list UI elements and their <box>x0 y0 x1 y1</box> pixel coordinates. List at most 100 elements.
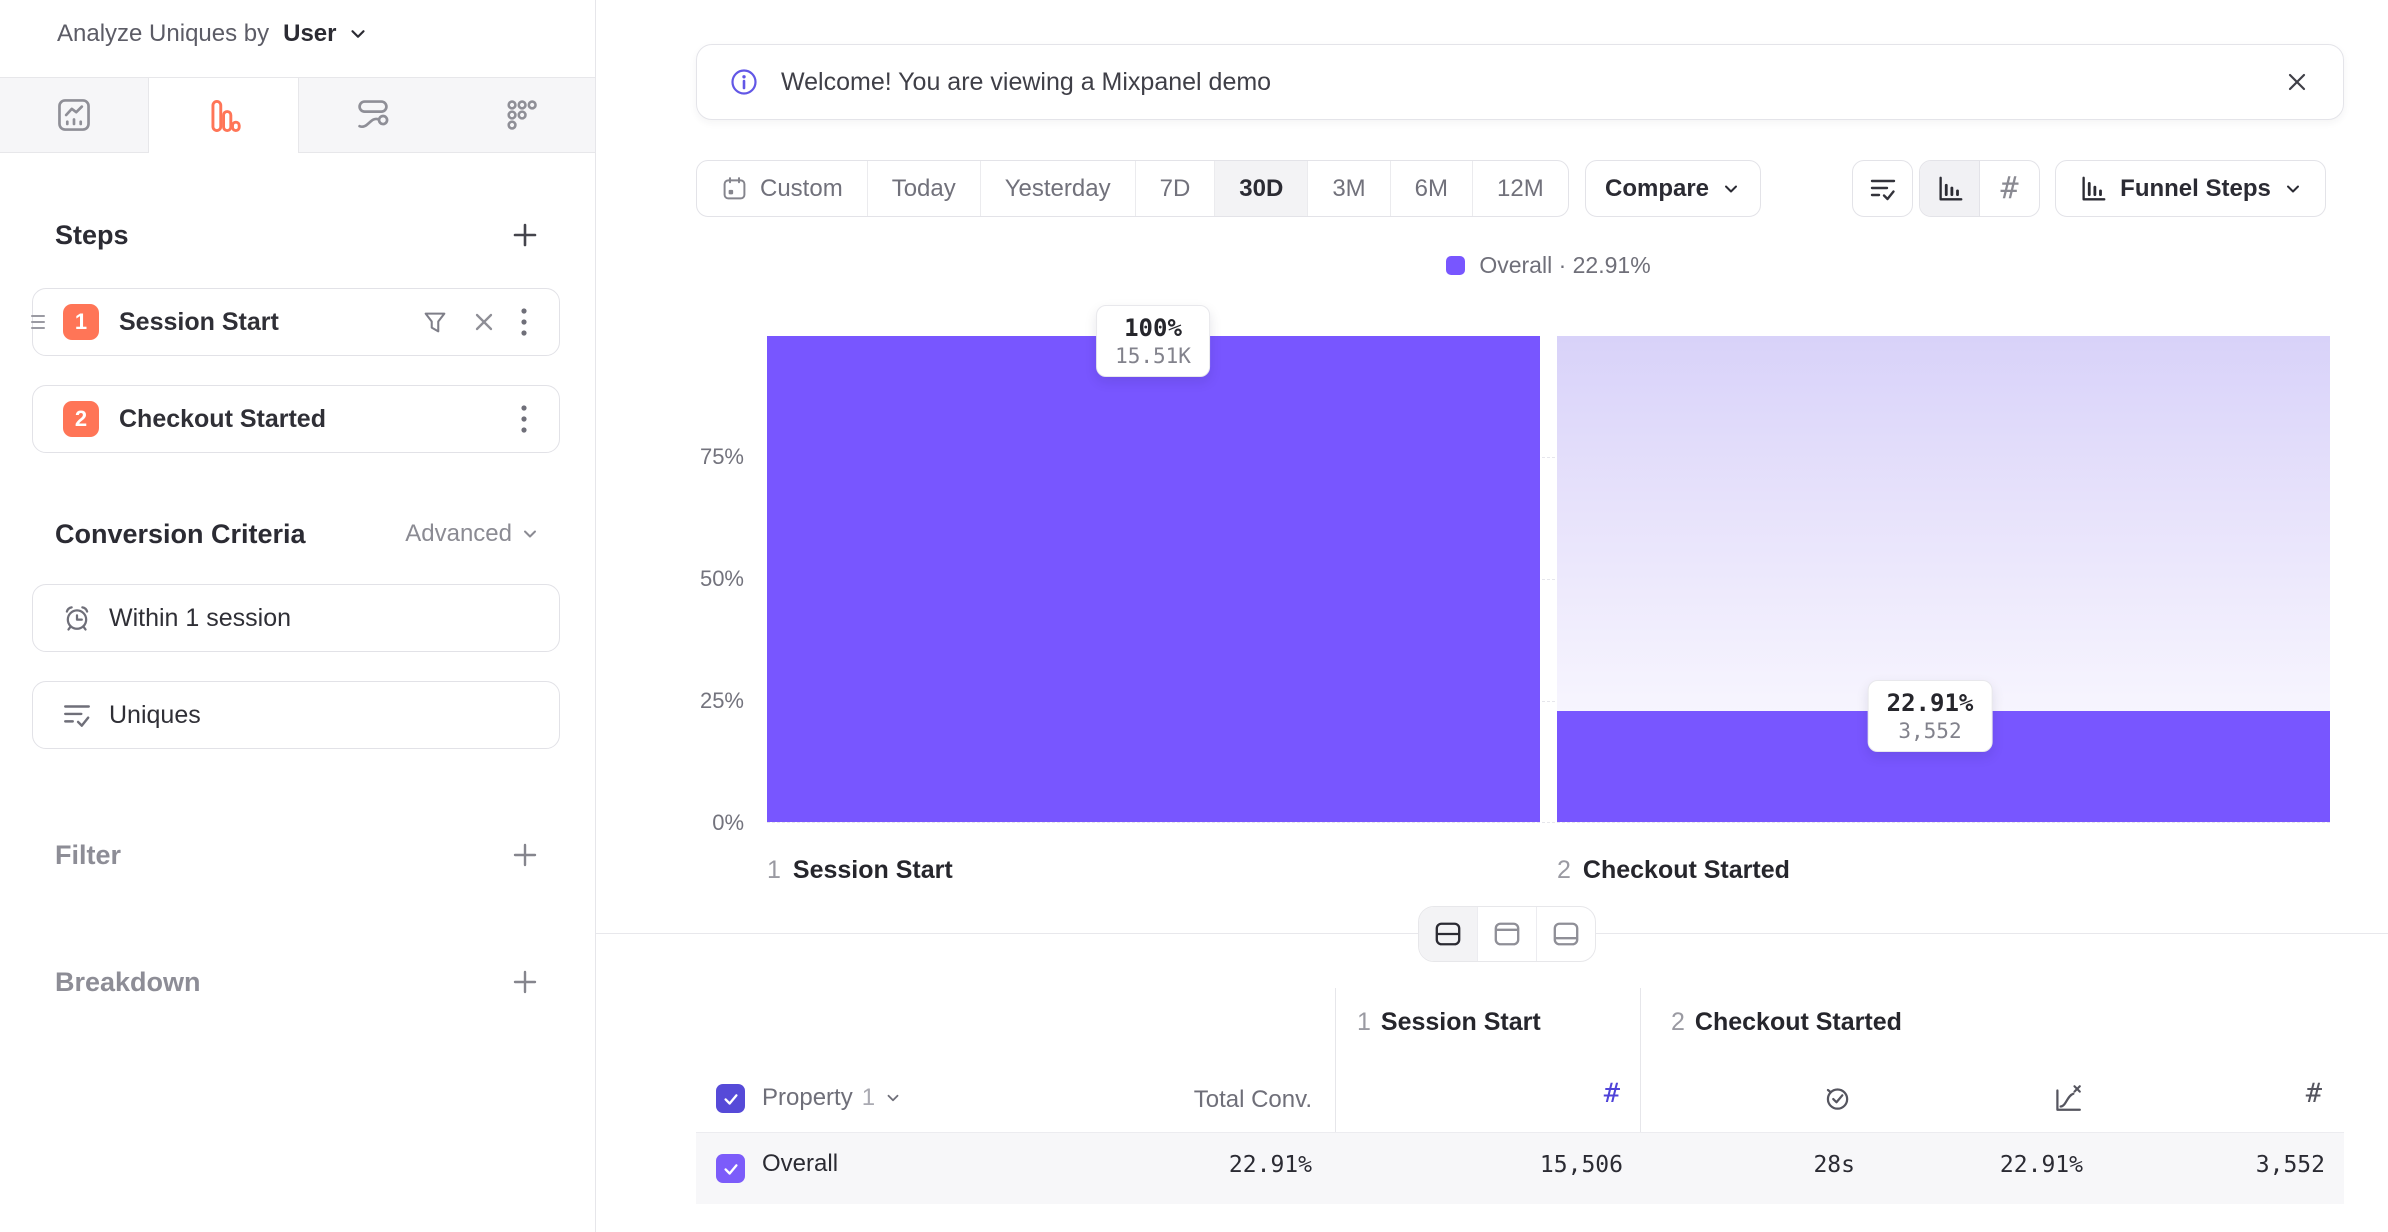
drag-handle-icon[interactable] <box>29 312 47 332</box>
steps-title: Steps <box>55 219 129 250</box>
query-sidebar: Analyze Uniques by User <box>0 0 596 1232</box>
show-numbers-toggle[interactable]: # <box>1979 161 2039 216</box>
show-percent-bars-toggle[interactable] <box>1920 161 1979 216</box>
legend-swatch <box>1446 256 1466 275</box>
analyze-label: Analyze Uniques by <box>57 20 270 47</box>
counting-method-card[interactable]: Uniques <box>32 681 560 749</box>
advanced-dropdown[interactable]: Advanced <box>405 520 540 548</box>
layout-table-only-button[interactable] <box>1536 907 1595 961</box>
count-metric-icon-step1[interactable]: # <box>1604 1078 1620 1109</box>
date-range-6m[interactable]: 6M <box>1391 161 1473 216</box>
count-metric-icon-step2[interactable]: # <box>2306 1078 2322 1109</box>
insights-icon <box>58 99 90 131</box>
x-axis-label-step-2: 2 Checkout Started <box>1557 856 1790 885</box>
row-name: Overall <box>762 1150 839 1177</box>
info-icon <box>731 69 757 95</box>
date-range-label: 30D <box>1239 174 1284 202</box>
select-all-checkbox[interactable] <box>716 1084 745 1113</box>
tab-flows[interactable] <box>298 78 447 153</box>
funnel-view-dropdown[interactable]: Funnel Steps <box>2055 160 2326 217</box>
step-number: 2 <box>1557 856 1571 884</box>
date-range-label: Custom <box>760 174 843 202</box>
analyze-by-dropdown[interactable]: User <box>283 20 337 47</box>
row-checkbox[interactable] <box>716 1154 745 1183</box>
date-range-today[interactable]: Today <box>868 161 981 216</box>
layout-chart-only-button[interactable] <box>1477 907 1536 961</box>
remove-step-icon[interactable] <box>471 309 497 335</box>
table-column-divider <box>1640 988 1641 1204</box>
table-row-overall[interactable] <box>696 1133 2344 1204</box>
close-icon[interactable] <box>2283 68 2311 96</box>
step-menu-kebab-icon[interactable] <box>519 402 529 436</box>
gridline-75 <box>767 457 2330 458</box>
time-to-convert-icon[interactable] <box>1821 1082 1853 1119</box>
counting-method-label[interactable]: Uniques <box>109 700 201 729</box>
breakdown-section-header: Breakdown <box>55 957 540 1007</box>
property-dropdown[interactable]: Property 1 <box>762 1084 902 1112</box>
step-label[interactable]: Session Start <box>119 307 279 336</box>
conversion-window-card[interactable]: Within 1 session <box>32 584 560 652</box>
conversion-window-label[interactable]: Within 1 session <box>109 603 292 632</box>
cell-step2-count: 3,552 <box>2255 1152 2325 1178</box>
legend-text: Overall · 22.91% <box>1479 252 1651 278</box>
funnel-bar-step-1[interactable] <box>767 336 1540 822</box>
conversion-rate-icon[interactable] <box>2051 1082 2083 1119</box>
step-label[interactable]: Checkout Started <box>119 404 326 433</box>
tab-funnels[interactable] <box>148 78 299 153</box>
hash-icon: # <box>1603 1078 1620 1109</box>
date-range-7d[interactable]: 7D <box>1136 161 1216 216</box>
step-number-badge: 2 <box>63 401 99 437</box>
add-breakdown-button[interactable] <box>510 967 540 997</box>
bottom-panel-icon <box>1553 922 1579 946</box>
chart-legend[interactable]: Overall · 22.91% <box>767 252 2330 279</box>
step-menu-kebab-icon[interactable] <box>519 305 529 339</box>
funnel-steps-chart-icon <box>2082 176 2106 200</box>
uniques-list-icon <box>64 705 90 727</box>
uniques-list-icon <box>1870 179 1895 200</box>
cell-conv-rate: 22.91% <box>1999 1152 2083 1178</box>
analyze-uniques-row: Analyze Uniques by User <box>57 14 369 54</box>
step-number: 1 <box>767 856 781 884</box>
x-axis-label-step-1: 1 Session Start <box>767 856 953 885</box>
metrics-list-button[interactable] <box>1852 160 1913 217</box>
tab-insights[interactable] <box>0 78 149 153</box>
flows-icon <box>357 100 389 129</box>
date-range-picker: Custom Today Yesterday 7D 30D 3M 6M 12M <box>696 160 1569 217</box>
date-range-custom[interactable]: Custom <box>697 161 868 216</box>
date-range-12m[interactable]: 12M <box>1473 161 1568 216</box>
chevron-down-icon <box>2286 185 2299 192</box>
add-filter-button[interactable] <box>510 840 540 870</box>
table-step-column-2: 2 Checkout Started <box>1671 1008 1902 1037</box>
advanced-label: Advanced <box>405 520 512 547</box>
step-card-2[interactable]: 2 Checkout Started <box>32 385 560 453</box>
steps-section-header: Steps <box>55 210 540 260</box>
compare-button[interactable]: Compare <box>1585 160 1761 217</box>
clock-check-icon <box>1826 1088 1849 1110</box>
chevron-down-icon[interactable] <box>347 23 369 45</box>
filter-step-icon[interactable] <box>421 308 449 336</box>
bar-value-card-step-1: 100% 15.51K <box>1096 305 1210 377</box>
bar-chart-icon <box>1938 176 1962 200</box>
bar-percent: 100% <box>1124 314 1182 342</box>
layout-split-view-button[interactable] <box>1419 907 1477 961</box>
date-range-yesterday[interactable]: Yesterday <box>981 161 1136 216</box>
cell-time-to-convert: 28s <box>1813 1152 1855 1178</box>
bar-percent: 22.91% <box>1886 689 1974 717</box>
panel-layout-toggle <box>1418 906 1596 962</box>
step-card-1[interactable]: 1 Session Start <box>29 288 560 356</box>
demo-banner: Welcome! You are viewing a Mixpanel demo <box>696 44 2344 120</box>
report-type-tabbar <box>0 77 595 153</box>
property-index: 1 <box>861 1084 876 1111</box>
gridline-25 <box>767 701 2330 702</box>
chevron-down-icon <box>524 530 536 538</box>
date-range-30d-selected[interactable]: 30D <box>1215 161 1309 216</box>
compare-label: Compare <box>1604 174 1710 202</box>
retention-icon <box>507 100 537 130</box>
date-range-3m[interactable]: 3M <box>1308 161 1391 216</box>
split-view-icon <box>1435 922 1461 946</box>
add-step-button[interactable] <box>510 220 540 250</box>
tab-retention[interactable] <box>446 78 595 153</box>
filter-title: Filter <box>55 839 122 870</box>
value-display-toggle: # <box>1919 160 2040 217</box>
step-name: Session Start <box>1380 1008 1541 1036</box>
